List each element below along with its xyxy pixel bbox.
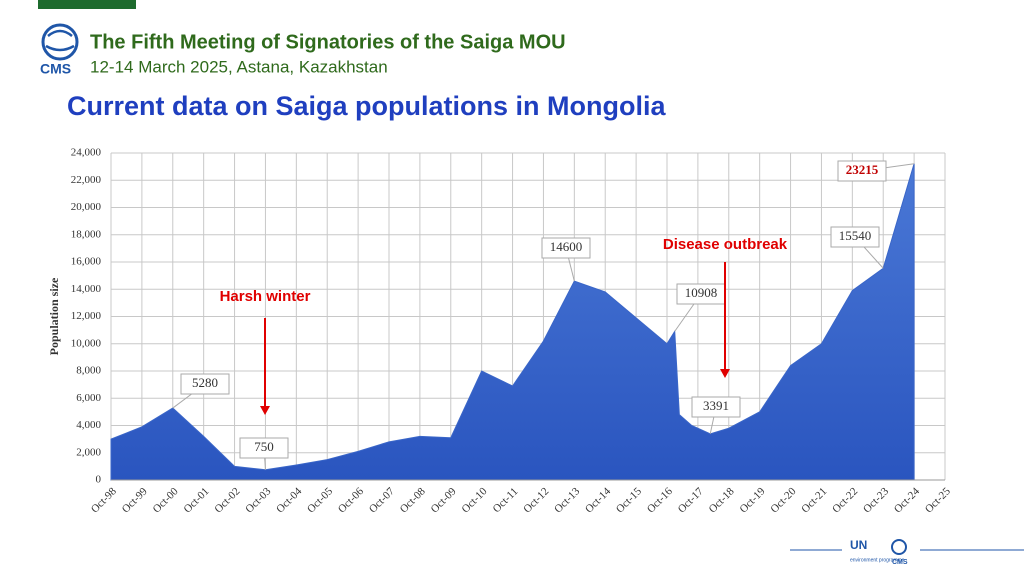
annotation: Harsh winter [220,288,311,305]
cms-footer: CMS [892,559,908,566]
callout-label: 14600 [550,239,583,254]
x-tick-label: Oct-04 [274,485,304,515]
x-tick-label: Oct-17 [676,485,706,515]
logo-globe [41,23,79,61]
arrow-head [260,406,270,415]
x-tick-label: Oct-05 [305,485,335,515]
y-tick-label: 16,000 [71,256,102,268]
x-tick-label: Oct-11 [491,485,521,515]
un-logo: UN [850,538,867,552]
x-tick-label: Oct-08 [398,485,428,515]
x-tick-label: Oct-22 [830,485,860,515]
annotation: Disease outbreak [663,236,788,253]
x-tick-label: Oct-00 [151,485,181,515]
x-tick-label: Oct-98 [89,485,119,515]
meeting-subtitle: 12-14 March 2025, Astana, Kazakhstan [90,57,388,76]
y-tick-label: 6,000 [76,392,101,404]
callout-box [239,437,289,459]
y-tick-label: 0 [96,474,102,486]
y-tick-label: 12,000 [71,310,102,322]
x-tick-label: Oct-10 [459,485,489,515]
y-tick-label: 4,000 [76,419,101,431]
x-tick-label: Oct-12 [521,485,551,515]
x-tick-label: Oct-25 [923,485,953,515]
unep-text: environment programme [850,557,905,563]
x-tick-label: Oct-24 [892,485,922,515]
x-tick-label: Oct-03 [243,485,273,515]
x-tick-label: Oct-01 [181,485,211,515]
callout-box [691,396,741,418]
x-tick-label: Oct-99 [120,485,150,515]
callout-box [180,373,230,395]
top-bar [38,0,136,9]
y-tick-label: 10,000 [71,337,102,349]
callout-label: 23215 [846,162,879,177]
callout-label: 10908 [685,285,718,300]
y-tick-label: 8,000 [76,365,101,377]
x-tick-label: Oct-19 [737,485,767,515]
callout-label: 3391 [703,398,729,413]
logo-lines [45,29,75,52]
x-tick-label: Oct-09 [429,485,459,515]
y-tick-label: 14,000 [71,283,102,295]
x-tick-label: Oct-20 [768,485,798,515]
y-tick-label: 2,000 [76,446,101,458]
callout-box [830,226,880,248]
logo-text: CMS [40,61,71,77]
meeting-title: The Fifth Meeting of Signatories of the … [90,31,566,53]
x-tick-label: Oct-16 [645,485,675,515]
x-tick-label: Oct-06 [336,485,366,515]
callout-box [837,160,887,182]
x-tick-label: Oct-07 [367,485,397,515]
slide-heading: Current data on Saiga populations in Mon… [67,91,666,121]
x-tick-label: Oct-18 [707,485,737,515]
x-tick-label: Oct-13 [552,485,582,515]
x-tick-label: Oct-02 [212,485,242,515]
y-tick-label: 22,000 [71,174,102,186]
y-tick-label: 18,000 [71,228,102,240]
y-tick-label: 20,000 [71,201,102,213]
cms-globe [891,539,907,555]
y-tick-label: 24,000 [71,147,102,159]
y-axis-label: Population size [47,277,61,355]
x-tick-label: Oct-14 [583,485,613,515]
plot: 0 2,000 4,000 6,000 8,000 10,000 12,000 14,000 1… [47,147,954,516]
x-tick-label: Oct-23 [861,485,891,515]
callout-label: 5280 [192,375,218,390]
x-tick-label: Oct-21 [799,485,829,515]
callout-label: 15540 [839,228,872,243]
callout-label: 750 [254,439,274,454]
x-tick-label: Oct-15 [614,485,644,515]
callout-box [541,237,591,259]
arrow-head [720,369,730,378]
